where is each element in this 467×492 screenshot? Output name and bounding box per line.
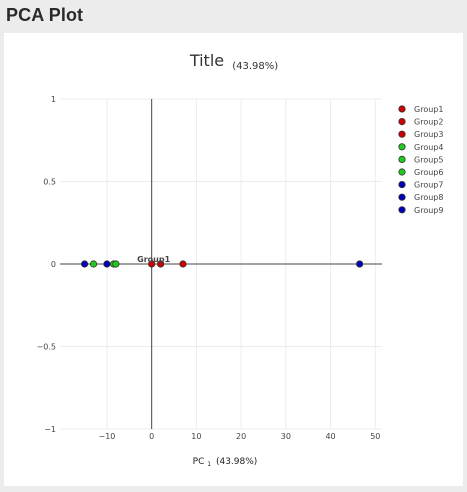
legend-marker bbox=[398, 105, 406, 113]
legend-label: Group8 bbox=[414, 193, 443, 202]
legend: Group1 Group2 Group3 Group4 Group5 Group6 Grou… bbox=[398, 105, 444, 215]
legend-item-group5[interactable]: Group5 bbox=[398, 155, 444, 164]
legend-item-group7[interactable]: Group7 bbox=[398, 181, 444, 190]
y-tick-label: 1 bbox=[51, 95, 56, 104]
x-tick-label: 20 bbox=[236, 432, 246, 441]
page-title: PCA Plot bbox=[6, 5, 84, 25]
chart-panel: −10 0 10 20 30 40 50 1 0.5 0 −0.5 −1 Group1 Title (… bbox=[4, 33, 463, 486]
x-axis-label: PC 1 (43.98%) bbox=[193, 457, 258, 469]
legend-marker bbox=[398, 143, 406, 151]
tick-labels: −10 0 10 20 30 40 50 1 0.5 0 −0.5 −1 bbox=[37, 95, 381, 441]
chart-title-text: Title bbox=[189, 51, 224, 70]
point-group1[interactable] bbox=[179, 260, 187, 268]
legend-marker bbox=[398, 181, 406, 189]
legend-marker bbox=[398, 168, 406, 176]
point-group3[interactable] bbox=[148, 260, 156, 268]
chart-title-variance: (43.98%) bbox=[232, 61, 278, 72]
legend-marker bbox=[398, 130, 406, 138]
y-tick-label: −0.5 bbox=[37, 343, 56, 352]
y-tick-label: 0.5 bbox=[43, 178, 56, 187]
legend-label: Group9 bbox=[414, 206, 443, 215]
x-tick-label: 0 bbox=[149, 432, 154, 441]
point-group5[interactable] bbox=[112, 260, 120, 268]
legend-label: Group2 bbox=[414, 118, 443, 127]
legend-item-group2[interactable]: Group2 bbox=[398, 118, 444, 127]
x-axis-label-sub: 1 bbox=[207, 461, 211, 468]
legend-label: Group7 bbox=[414, 181, 443, 190]
legend-item-group4[interactable]: Group4 bbox=[398, 143, 444, 152]
point-group6[interactable] bbox=[89, 260, 98, 268]
x-tick-label: 30 bbox=[281, 432, 291, 441]
legend-marker bbox=[398, 193, 406, 201]
legend-item-group6[interactable]: Group6 bbox=[398, 168, 444, 177]
legend-marker bbox=[398, 206, 406, 214]
y-tick-label: −1 bbox=[44, 425, 56, 434]
data-points bbox=[80, 260, 364, 268]
x-tick-label: 10 bbox=[191, 432, 201, 441]
point-group7[interactable] bbox=[103, 260, 111, 268]
y-tick-label: 0 bbox=[51, 260, 56, 269]
point-group9[interactable] bbox=[356, 260, 364, 268]
legend-label: Group3 bbox=[414, 130, 443, 139]
x-axis-label-main: PC bbox=[193, 457, 205, 467]
legend-marker bbox=[398, 118, 406, 126]
point-group2[interactable] bbox=[157, 260, 165, 268]
pca-scatter-chart[interactable]: −10 0 10 20 30 40 50 1 0.5 0 −0.5 −1 Group1 Title (… bbox=[4, 33, 463, 486]
legend-marker bbox=[398, 155, 406, 164]
legend-label: Group1 bbox=[414, 105, 443, 114]
legend-item-group8[interactable]: Group8 bbox=[398, 193, 444, 202]
x-axis-label-variance: (43.98%) bbox=[216, 457, 257, 467]
x-tick-label: 50 bbox=[370, 432, 380, 441]
legend-item-group1[interactable]: Group1 bbox=[398, 105, 444, 114]
point-group8[interactable] bbox=[80, 260, 89, 268]
legend-label: Group6 bbox=[414, 168, 443, 177]
legend-label: Group4 bbox=[414, 143, 443, 152]
legend-item-group3[interactable]: Group3 bbox=[398, 130, 444, 139]
chart-title: Title (43.98%) bbox=[189, 51, 278, 72]
x-tick-label: −10 bbox=[99, 432, 116, 441]
legend-item-group9[interactable]: Group9 bbox=[398, 206, 444, 215]
point-annotation: Group1 bbox=[137, 255, 170, 264]
legend-label: Group5 bbox=[414, 155, 443, 164]
x-tick-label: 40 bbox=[325, 432, 335, 441]
